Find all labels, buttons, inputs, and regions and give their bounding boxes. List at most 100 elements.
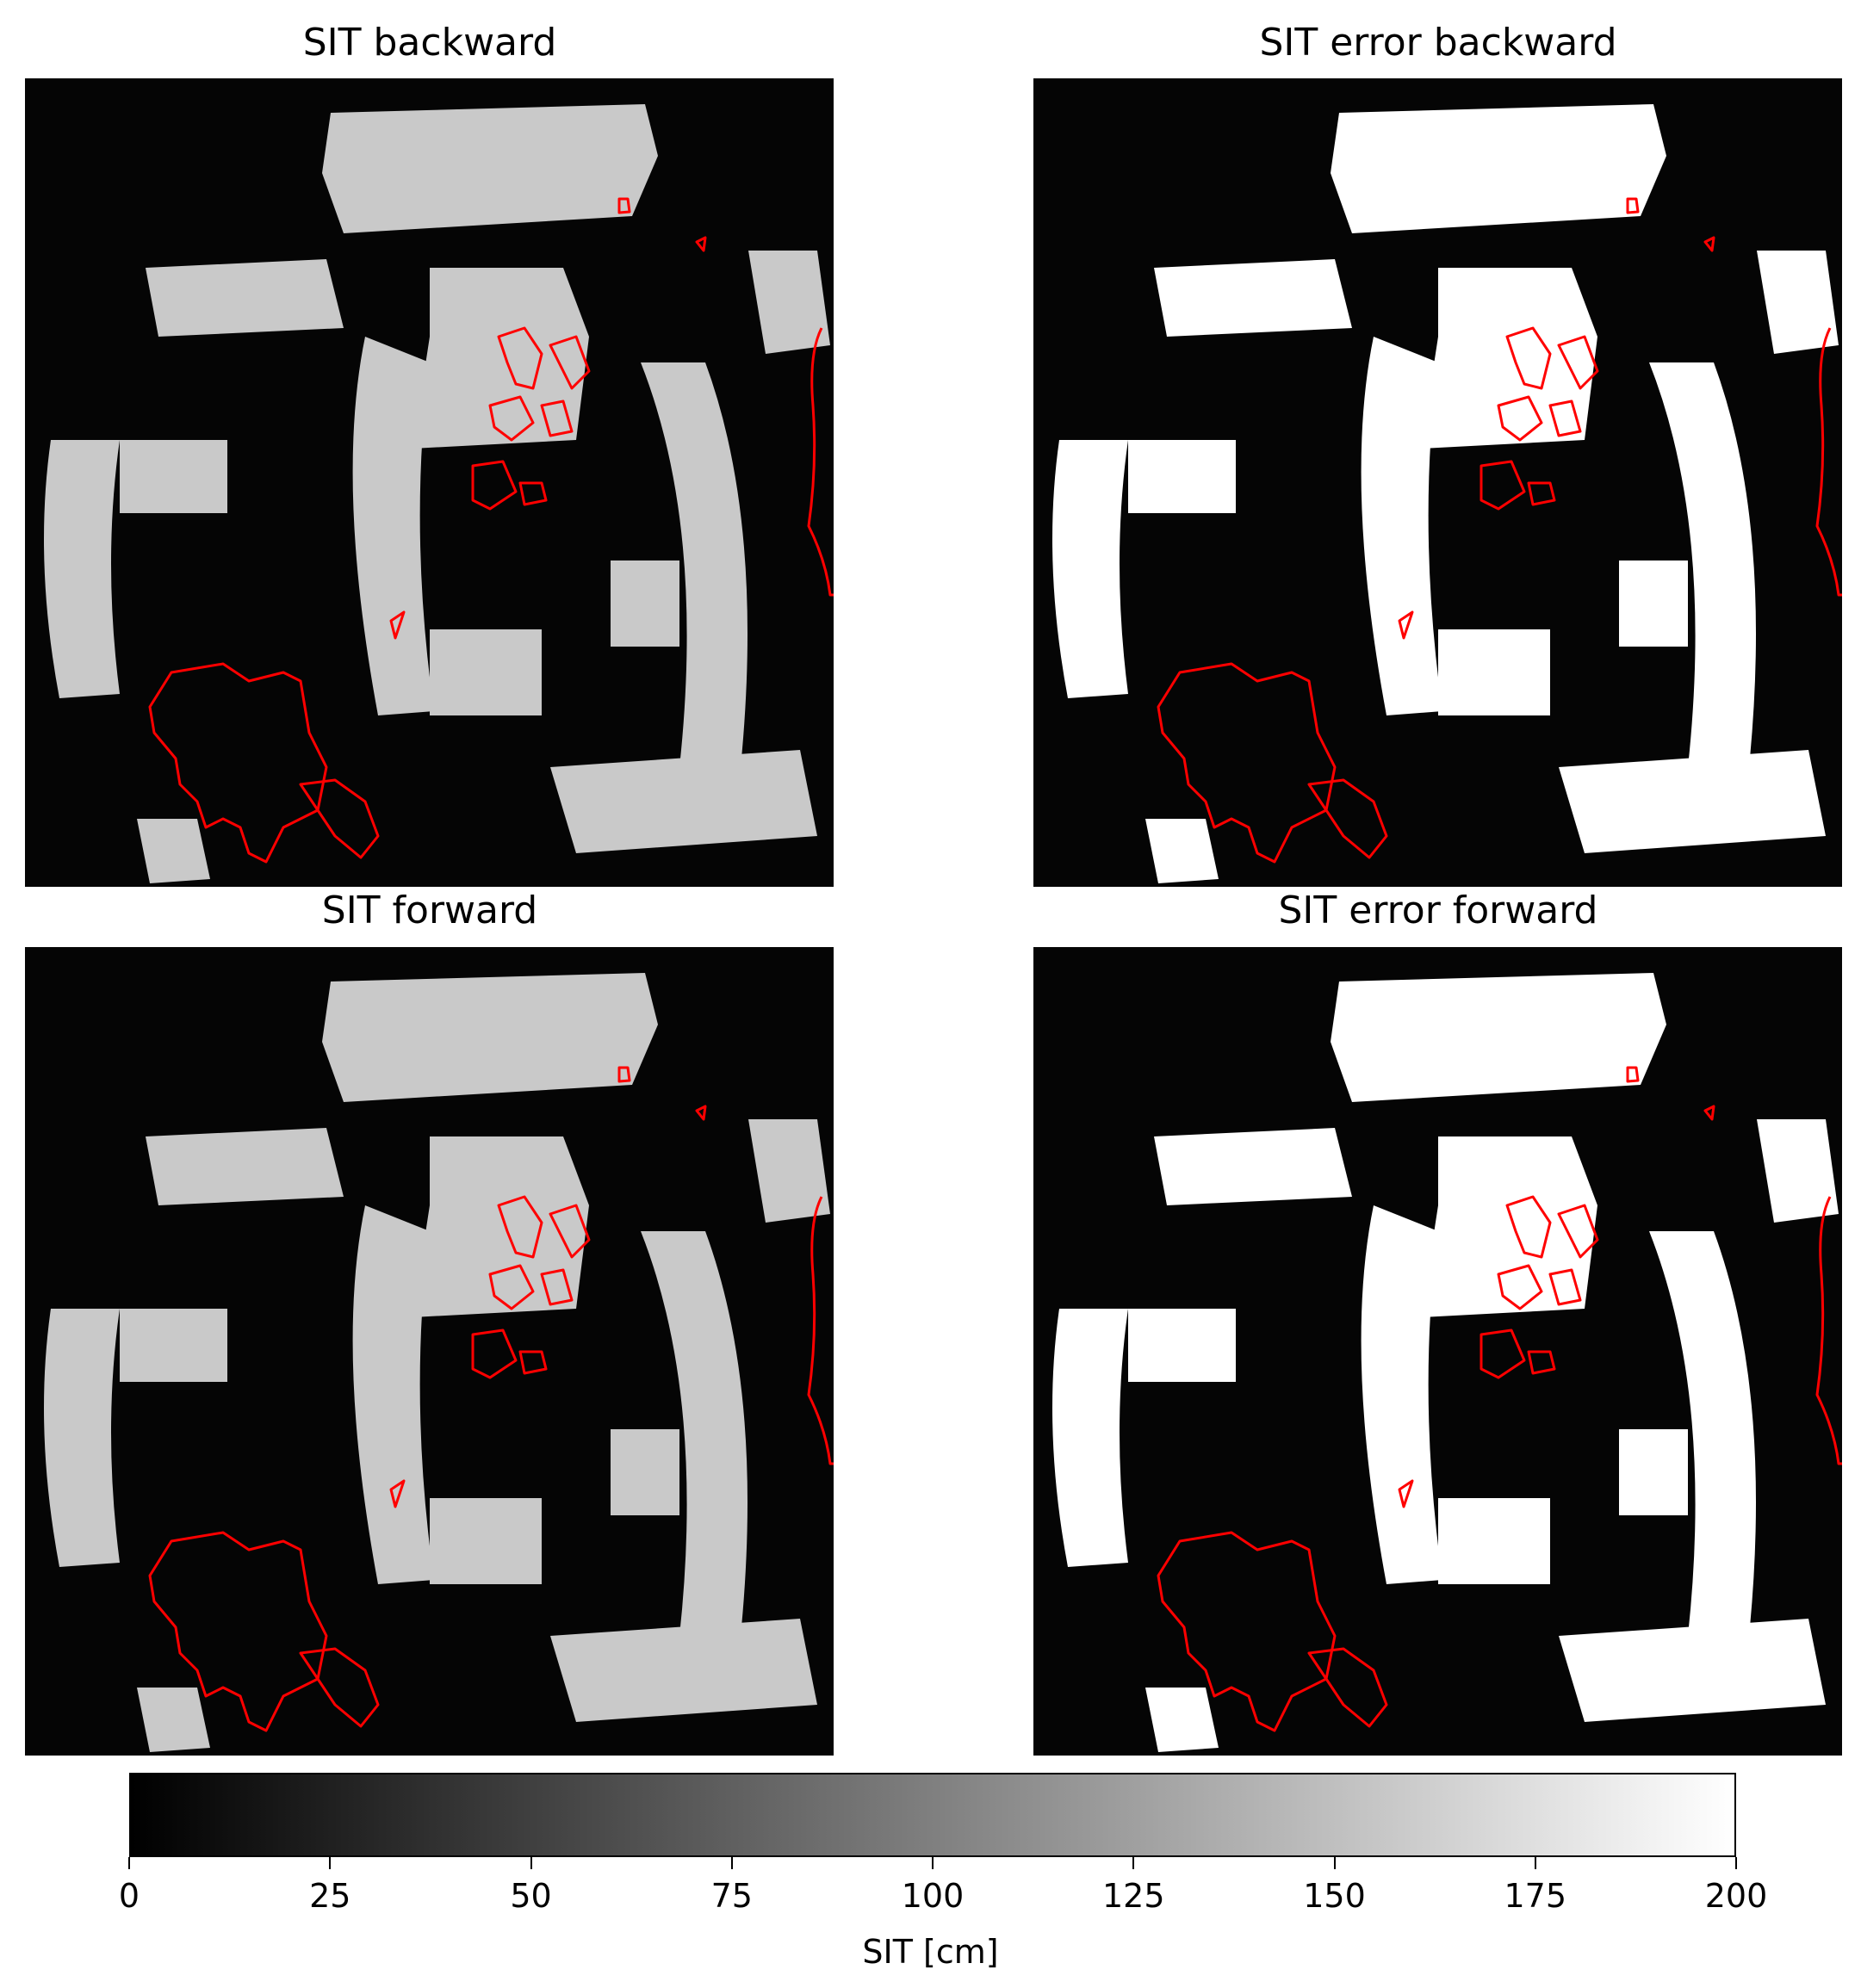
heatmap-band <box>1757 251 1839 354</box>
coastline-outline <box>617 197 631 214</box>
heatmap-band <box>1757 1119 1839 1223</box>
coastline-outline <box>471 460 518 511</box>
colorbar-tick-mark <box>932 1857 934 1869</box>
heatmap-svg <box>25 947 834 1756</box>
heatmap-band <box>1421 1136 1597 1317</box>
heatmap-band <box>1649 362 1756 776</box>
coastline-outline <box>1815 1196 1842 1465</box>
coastline-outline <box>518 481 548 506</box>
coastline-outline <box>148 1531 328 1732</box>
panel-title-sit-forward: SIT forward <box>321 889 538 932</box>
heatmap-band <box>146 1128 344 1205</box>
heatmap-band <box>1619 560 1688 647</box>
heatmap-band <box>1421 268 1597 449</box>
coastline-outline <box>1497 1264 1543 1310</box>
colorbar-tick-label: 125 <box>1101 1877 1165 1915</box>
heatmap-band <box>1154 1128 1352 1205</box>
coastline-outline <box>695 1105 707 1121</box>
heatmap-band <box>748 1119 830 1223</box>
heatmap-band <box>1145 819 1219 883</box>
heatmap-band <box>641 362 748 776</box>
heatmap-band <box>120 1309 227 1382</box>
coastline-outline <box>389 610 406 640</box>
coastline-outline <box>617 1066 631 1083</box>
colorbar-tick-mark <box>1735 1857 1737 1869</box>
coastline-outline <box>1505 1195 1552 1259</box>
panel-title-sit-error-forward: SIT error forward <box>1278 889 1598 932</box>
colorbar <box>129 1773 1736 1857</box>
heatmap-band <box>430 1498 542 1584</box>
coastline-outline <box>488 395 535 442</box>
heatmap-svg <box>1033 78 1842 887</box>
coastline-outline <box>807 327 834 597</box>
coastline-outline <box>540 1268 574 1306</box>
coastline-outline <box>1479 1328 1526 1379</box>
coastline-outline <box>1505 326 1552 390</box>
heatmap-band <box>550 750 817 853</box>
heatmap-band <box>137 819 210 883</box>
coastline-outline <box>1548 399 1582 437</box>
colorbar-tick-label: 25 <box>309 1877 351 1915</box>
heatmap-band <box>1052 1309 1128 1567</box>
heatmap-band <box>748 251 830 354</box>
heatmap-band <box>1559 750 1826 853</box>
coastline-outline <box>549 1204 591 1259</box>
heatmap-band <box>1145 1688 1219 1752</box>
heatmap-band <box>641 1231 748 1644</box>
colorbar-tick-mark <box>1132 1857 1135 1869</box>
colorbar-label: SIT [cm] <box>862 1933 999 1971</box>
coastline-outline <box>1815 327 1842 597</box>
heatmap-band <box>1154 259 1352 337</box>
heatmap-band <box>413 268 589 449</box>
coastline-outline <box>1557 335 1599 390</box>
coastline-outline <box>518 1350 548 1375</box>
colorbar-tick-label: 50 <box>510 1877 552 1915</box>
heatmap-band <box>430 629 542 715</box>
heatmap-band <box>120 440 227 513</box>
heatmap-band <box>322 104 658 233</box>
coastline-outline <box>1527 481 1556 506</box>
colorbar-tick-label: 100 <box>901 1877 965 1915</box>
heatmap-band <box>352 337 434 715</box>
heatmap-band <box>1128 1309 1236 1382</box>
coastline-outline <box>1527 1350 1556 1375</box>
coastline-outline <box>1398 610 1414 640</box>
heatmap-band <box>1052 440 1128 698</box>
coastline-outline <box>540 399 574 437</box>
heatmap-svg <box>1033 947 1842 1756</box>
heatmap-band <box>322 973 658 1102</box>
heatmap-band <box>1128 440 1236 513</box>
heatmap-band <box>1619 1429 1688 1515</box>
coastline-outline <box>1703 1105 1715 1121</box>
colorbar-tick-label: 175 <box>1504 1877 1567 1915</box>
coastline-outline <box>1557 1204 1599 1259</box>
coastline-outline <box>1398 1479 1414 1508</box>
colorbar-tick-mark <box>730 1857 733 1869</box>
panel-title-sit-backward: SIT backward <box>302 21 557 65</box>
heatmap-band <box>1559 1619 1826 1722</box>
heatmap-band <box>1331 104 1666 233</box>
heatmap-band <box>1649 1231 1756 1644</box>
colorbar-tick-label: 75 <box>710 1877 753 1915</box>
colorbar-tick-label: 200 <box>1704 1877 1768 1915</box>
colorbar-tick-label: 0 <box>118 1877 140 1915</box>
heatmap-band <box>611 1429 679 1515</box>
coastline-outline <box>488 1264 535 1310</box>
coastline-outline <box>1157 662 1337 864</box>
coastline-outline <box>299 778 380 859</box>
coastline-outline <box>497 1195 543 1259</box>
coastline-outline <box>497 326 543 390</box>
coastline-outline <box>1626 1066 1640 1083</box>
heatmap-sit-error-backward <box>1033 78 1842 887</box>
heatmap-band <box>352 1205 434 1584</box>
heatmap-sit-forward <box>25 947 834 1756</box>
colorbar-gradient <box>129 1773 1736 1857</box>
colorbar-tick-mark <box>128 1857 130 1869</box>
heatmap-band <box>1438 629 1550 715</box>
heatmap-band <box>44 1309 120 1567</box>
coastline-outline <box>389 1479 406 1508</box>
coastline-outline <box>1548 1268 1582 1306</box>
coastline-outline <box>1497 395 1543 442</box>
heatmap-band <box>1361 337 1442 715</box>
heatmap-band <box>413 1136 589 1317</box>
